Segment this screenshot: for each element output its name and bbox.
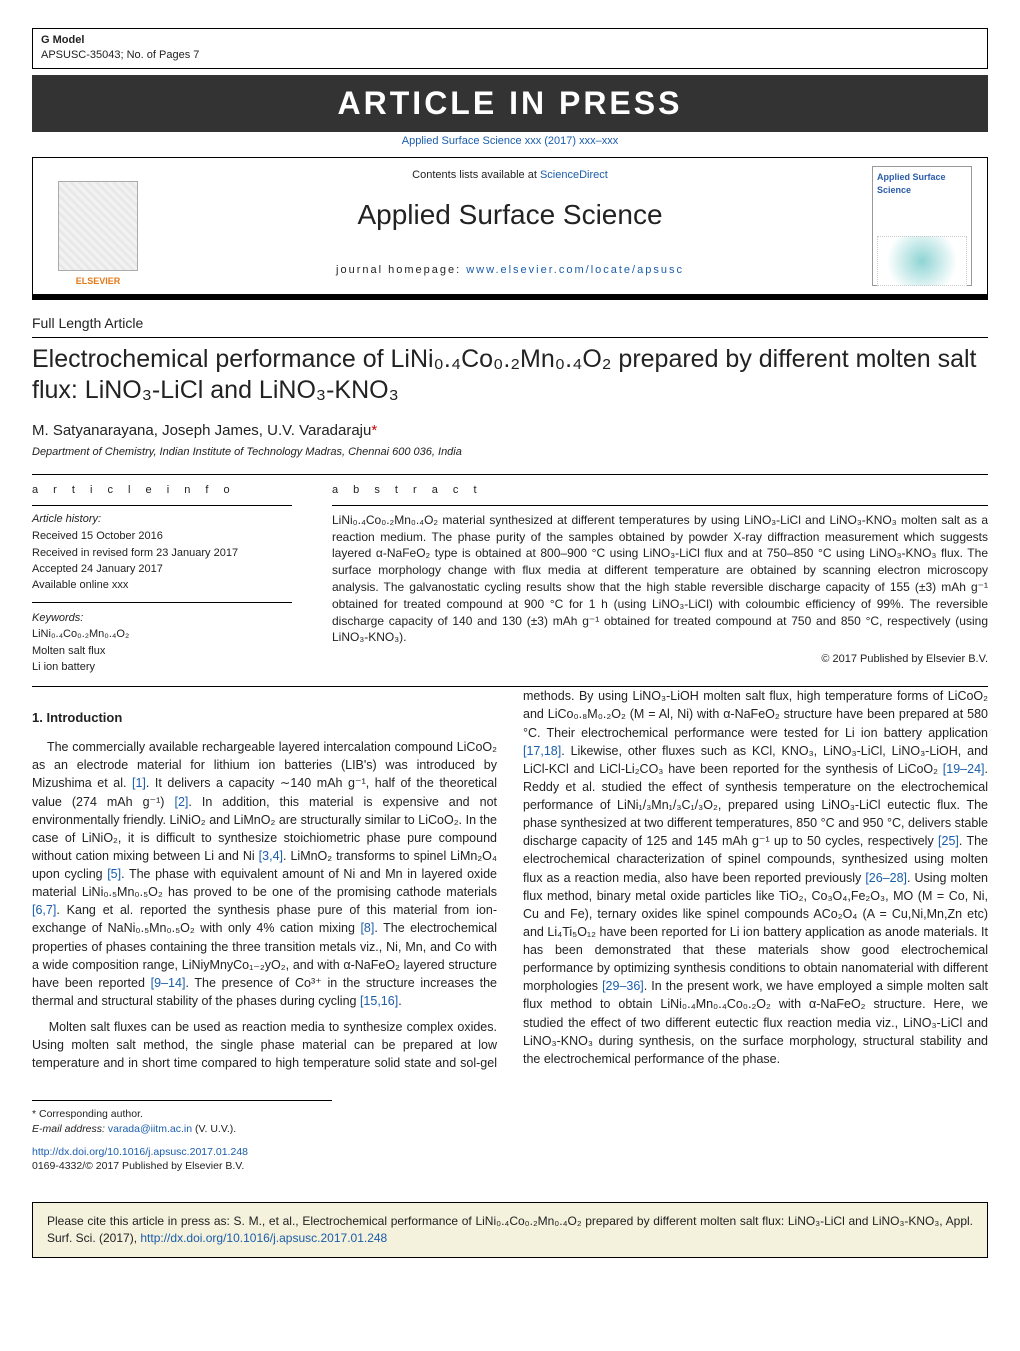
running-head-link[interactable]: Applied Surface Science xxx (2017) xxx–x… (402, 135, 618, 147)
history-label: Article history: (32, 512, 292, 527)
abstract-copyright: © 2017 Published by Elsevier B.V. (332, 652, 988, 667)
keyword-2: Molten salt flux (32, 644, 292, 659)
ref-29-36[interactable]: [29–36] (602, 979, 644, 993)
ref-8[interactable]: [8] (360, 921, 374, 935)
elsevier-text: ELSEVIER (58, 275, 138, 288)
article-title: Electrochemical performance of LiNi₀.₄Co… (32, 344, 988, 407)
abstract-text: LiNi₀.₄Co₀.₂Mn₀.₄O₂ material synthesized… (332, 512, 988, 646)
gmodel-label: G Model (41, 33, 979, 48)
history-revised: Received in revised form 23 January 2017 (32, 546, 292, 561)
abstract-block: a b s t r a c t LiNi₀.₄Co₀.₂Mn₀.₄O₂ mate… (332, 483, 988, 676)
cover-title: Applied Surface Science (877, 171, 967, 196)
corresponding-marker: * (371, 422, 377, 439)
ref-2[interactable]: [2] (174, 795, 188, 809)
homepage-link[interactable]: www.elsevier.com/locate/apsusc (466, 264, 684, 276)
homepage-label: journal homepage: (336, 264, 466, 276)
doi-block: http://dx.doi.org/10.1016/j.apsusc.2017.… (32, 1145, 988, 1174)
body-columns: 1. Introduction The commercially availab… (32, 687, 988, 1074)
running-head: Applied Surface Science xxx (2017) xxx–x… (32, 134, 988, 149)
footnotes: * Corresponding author. E-mail address: … (32, 1100, 332, 1136)
doi-link[interactable]: http://dx.doi.org/10.1016/j.apsusc.2017.… (32, 1146, 248, 1158)
article-in-press-banner: ARTICLE IN PRESS (32, 75, 988, 132)
ref-3-4[interactable]: [3,4] (259, 849, 283, 863)
journal-header-center: Contents lists available at ScienceDirec… (163, 158, 857, 294)
section-1-title: 1. Introduction (32, 709, 497, 728)
sciencedirect-link[interactable]: ScienceDirect (540, 169, 608, 181)
ref-19-24[interactable]: [19–24] (943, 762, 985, 776)
ref-26-28[interactable]: [26–28] (865, 871, 907, 885)
elsevier-tree-icon (58, 181, 138, 271)
elsevier-logo-block: ELSEVIER (33, 158, 163, 294)
article-info: a r t i c l e i n f o Article history: R… (32, 483, 292, 676)
corresponding-note: * Corresponding author. (32, 1107, 332, 1122)
cite-doi-link[interactable]: http://dx.doi.org/10.1016/j.apsusc.2017.… (140, 1231, 387, 1245)
cover-art-icon (877, 236, 967, 286)
cite-this-article-box: Please cite this article in press as: S.… (32, 1202, 988, 1258)
journal-name: Applied Surface Science (173, 195, 847, 234)
cover-thumbnail: Applied Surface Science (872, 166, 972, 286)
keyword-1: LiNi₀.₄Co₀.₂Mn₀.₄O₂ (32, 627, 292, 642)
ref-6-7[interactable]: [6,7] (32, 903, 56, 917)
history-online: Available online xxx (32, 578, 292, 593)
journal-header: ELSEVIER Contents lists available at Sci… (32, 157, 988, 300)
ref-5[interactable]: [5] (107, 867, 121, 881)
contents-prefix: Contents lists available at (412, 169, 540, 181)
journal-cover: Applied Surface Science (857, 158, 987, 294)
gmodel-box: G Model APSUSC-35043; No. of Pages 7 (32, 28, 988, 69)
info-abstract-row: a r t i c l e i n f o Article history: R… (32, 474, 988, 687)
email-line: E-mail address: varada@iitm.ac.in (V. U.… (32, 1122, 332, 1137)
article-info-head: a r t i c l e i n f o (32, 483, 292, 498)
history-accepted: Accepted 24 January 2017 (32, 562, 292, 577)
history-received: Received 15 October 2016 (32, 529, 292, 544)
authors: M. Satyanarayana, Joseph James, U.V. Var… (32, 420, 988, 441)
email-suffix: (V. U.V.). (192, 1123, 236, 1135)
ref-17-18[interactable]: [17,18] (523, 744, 561, 758)
gmodel-sub: APSUSC-35043; No. of Pages 7 (41, 48, 979, 63)
journal-homepage: journal homepage: www.elsevier.com/locat… (173, 263, 847, 278)
keywords-label: Keywords: (32, 611, 292, 626)
ref-1[interactable]: [1] (132, 776, 146, 790)
paragraph-1: The commercially available rechargeable … (32, 738, 497, 1010)
email-link[interactable]: varada@iitm.ac.in (108, 1123, 192, 1135)
contents-line: Contents lists available at ScienceDirec… (173, 168, 847, 183)
ref-25[interactable]: [25] (938, 834, 959, 848)
issn-line: 0169-4332/© 2017 Published by Elsevier B… (32, 1160, 244, 1172)
ref-15-16[interactable]: [15,16] (360, 994, 398, 1008)
email-label: E-mail address: (32, 1123, 108, 1135)
article-type: Full Length Article (32, 314, 988, 338)
affiliation: Department of Chemistry, Indian Institut… (32, 445, 988, 460)
keyword-3: Li ion battery (32, 660, 292, 675)
abstract-head: a b s t r a c t (332, 483, 988, 498)
author-list: M. Satyanarayana, Joseph James, U.V. Var… (32, 422, 371, 439)
ref-9-14[interactable]: [9–14] (151, 976, 186, 990)
